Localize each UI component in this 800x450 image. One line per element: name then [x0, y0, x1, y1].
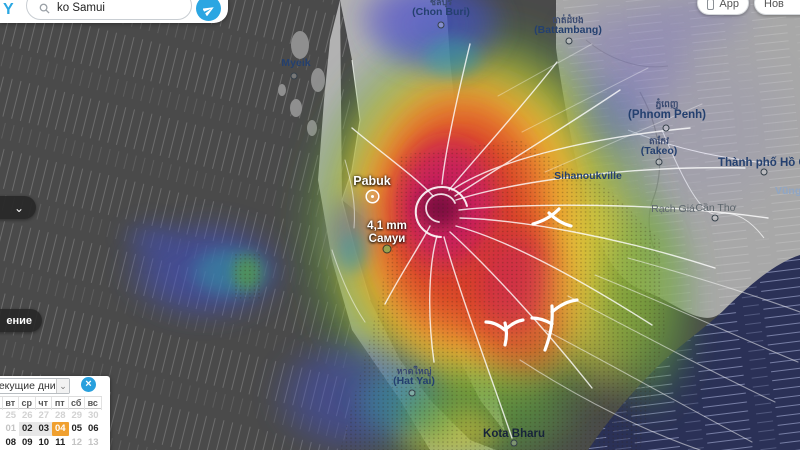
day-cell[interactable]: 13 [87, 437, 99, 448]
day-cell-selected[interactable]: 04 [52, 422, 69, 436]
city-marker-myeik[interactable] [290, 72, 298, 80]
chevron-down-icon: ⌄ [56, 379, 69, 393]
news-button-label: Нов [764, 0, 784, 10]
phone-icon [707, 0, 715, 10]
day-cell[interactable]: 02 [19, 422, 36, 436]
lightning-symbols [484, 207, 579, 352]
day-cell[interactable]: 09 [21, 437, 33, 448]
date-range-select[interactable]: Текущие дни ⌄ [0, 378, 70, 394]
chevron-down-icon: ⌄ [13, 200, 24, 215]
city-marker-takeo[interactable] [655, 158, 663, 166]
date-picker-panel: Текущие дни ⌄ × пнвтсрчтптсбвс 242526272… [0, 376, 110, 450]
app-button[interactable]: App [697, 0, 749, 15]
search-icon [39, 3, 50, 14]
cyclone-icon[interactable] [364, 188, 381, 205]
search-input[interactable]: ko Samui [26, 0, 192, 20]
city-marker-phnom-penh[interactable] [662, 124, 670, 132]
day-cell[interactable]: 03 [35, 422, 52, 436]
day-cell[interactable]: 06 [87, 423, 99, 434]
day-cell[interactable]: 12 [71, 437, 83, 448]
city-marker-samui[interactable] [382, 244, 392, 254]
city-marker-battambang[interactable] [565, 37, 573, 45]
date-range-value: Текущие дни [0, 380, 56, 392]
news-button[interactable]: Нов [754, 0, 800, 15]
calendar-row-2: 07 08 09 10 11 12 13 [0, 436, 102, 450]
paper-plane-icon [202, 7, 214, 16]
city-marker-chon-buri[interactable] [437, 21, 445, 29]
city-marker-kota-bharu[interactable] [510, 439, 518, 447]
calendar-row-prev: 24252627282930 [5, 410, 99, 421]
app-button-label: App [719, 0, 739, 10]
city-marker-ho-chi-minh[interactable] [760, 168, 768, 176]
weekday-header: пнвтсрчтптсбвс [0, 396, 102, 410]
locate-button[interactable] [196, 0, 221, 21]
day-cell[interactable]: 01 [5, 423, 17, 434]
app-logo[interactable]: Y [3, 1, 15, 18]
layer-chip-label: ение [6, 314, 32, 327]
layer-chip[interactable]: ение [0, 309, 42, 332]
city-marker-can-tho[interactable] [711, 214, 719, 222]
search-value: ko Samui [57, 2, 105, 14]
day-cell[interactable]: 10 [38, 437, 50, 448]
day-cell[interactable]: 05 [71, 423, 83, 434]
top-search-panel: Y ko Samui [0, 0, 228, 23]
calendar-row-1: 31 01 02 03 04 05 06 [0, 422, 102, 436]
calendar-close-button[interactable]: × [81, 377, 96, 392]
city-marker-hat-yai[interactable] [408, 389, 416, 397]
menu-collapse-chip[interactable]: ⌄ [0, 196, 36, 219]
day-cell[interactable]: 11 [55, 437, 66, 448]
day-cell[interactable]: 08 [5, 437, 17, 448]
